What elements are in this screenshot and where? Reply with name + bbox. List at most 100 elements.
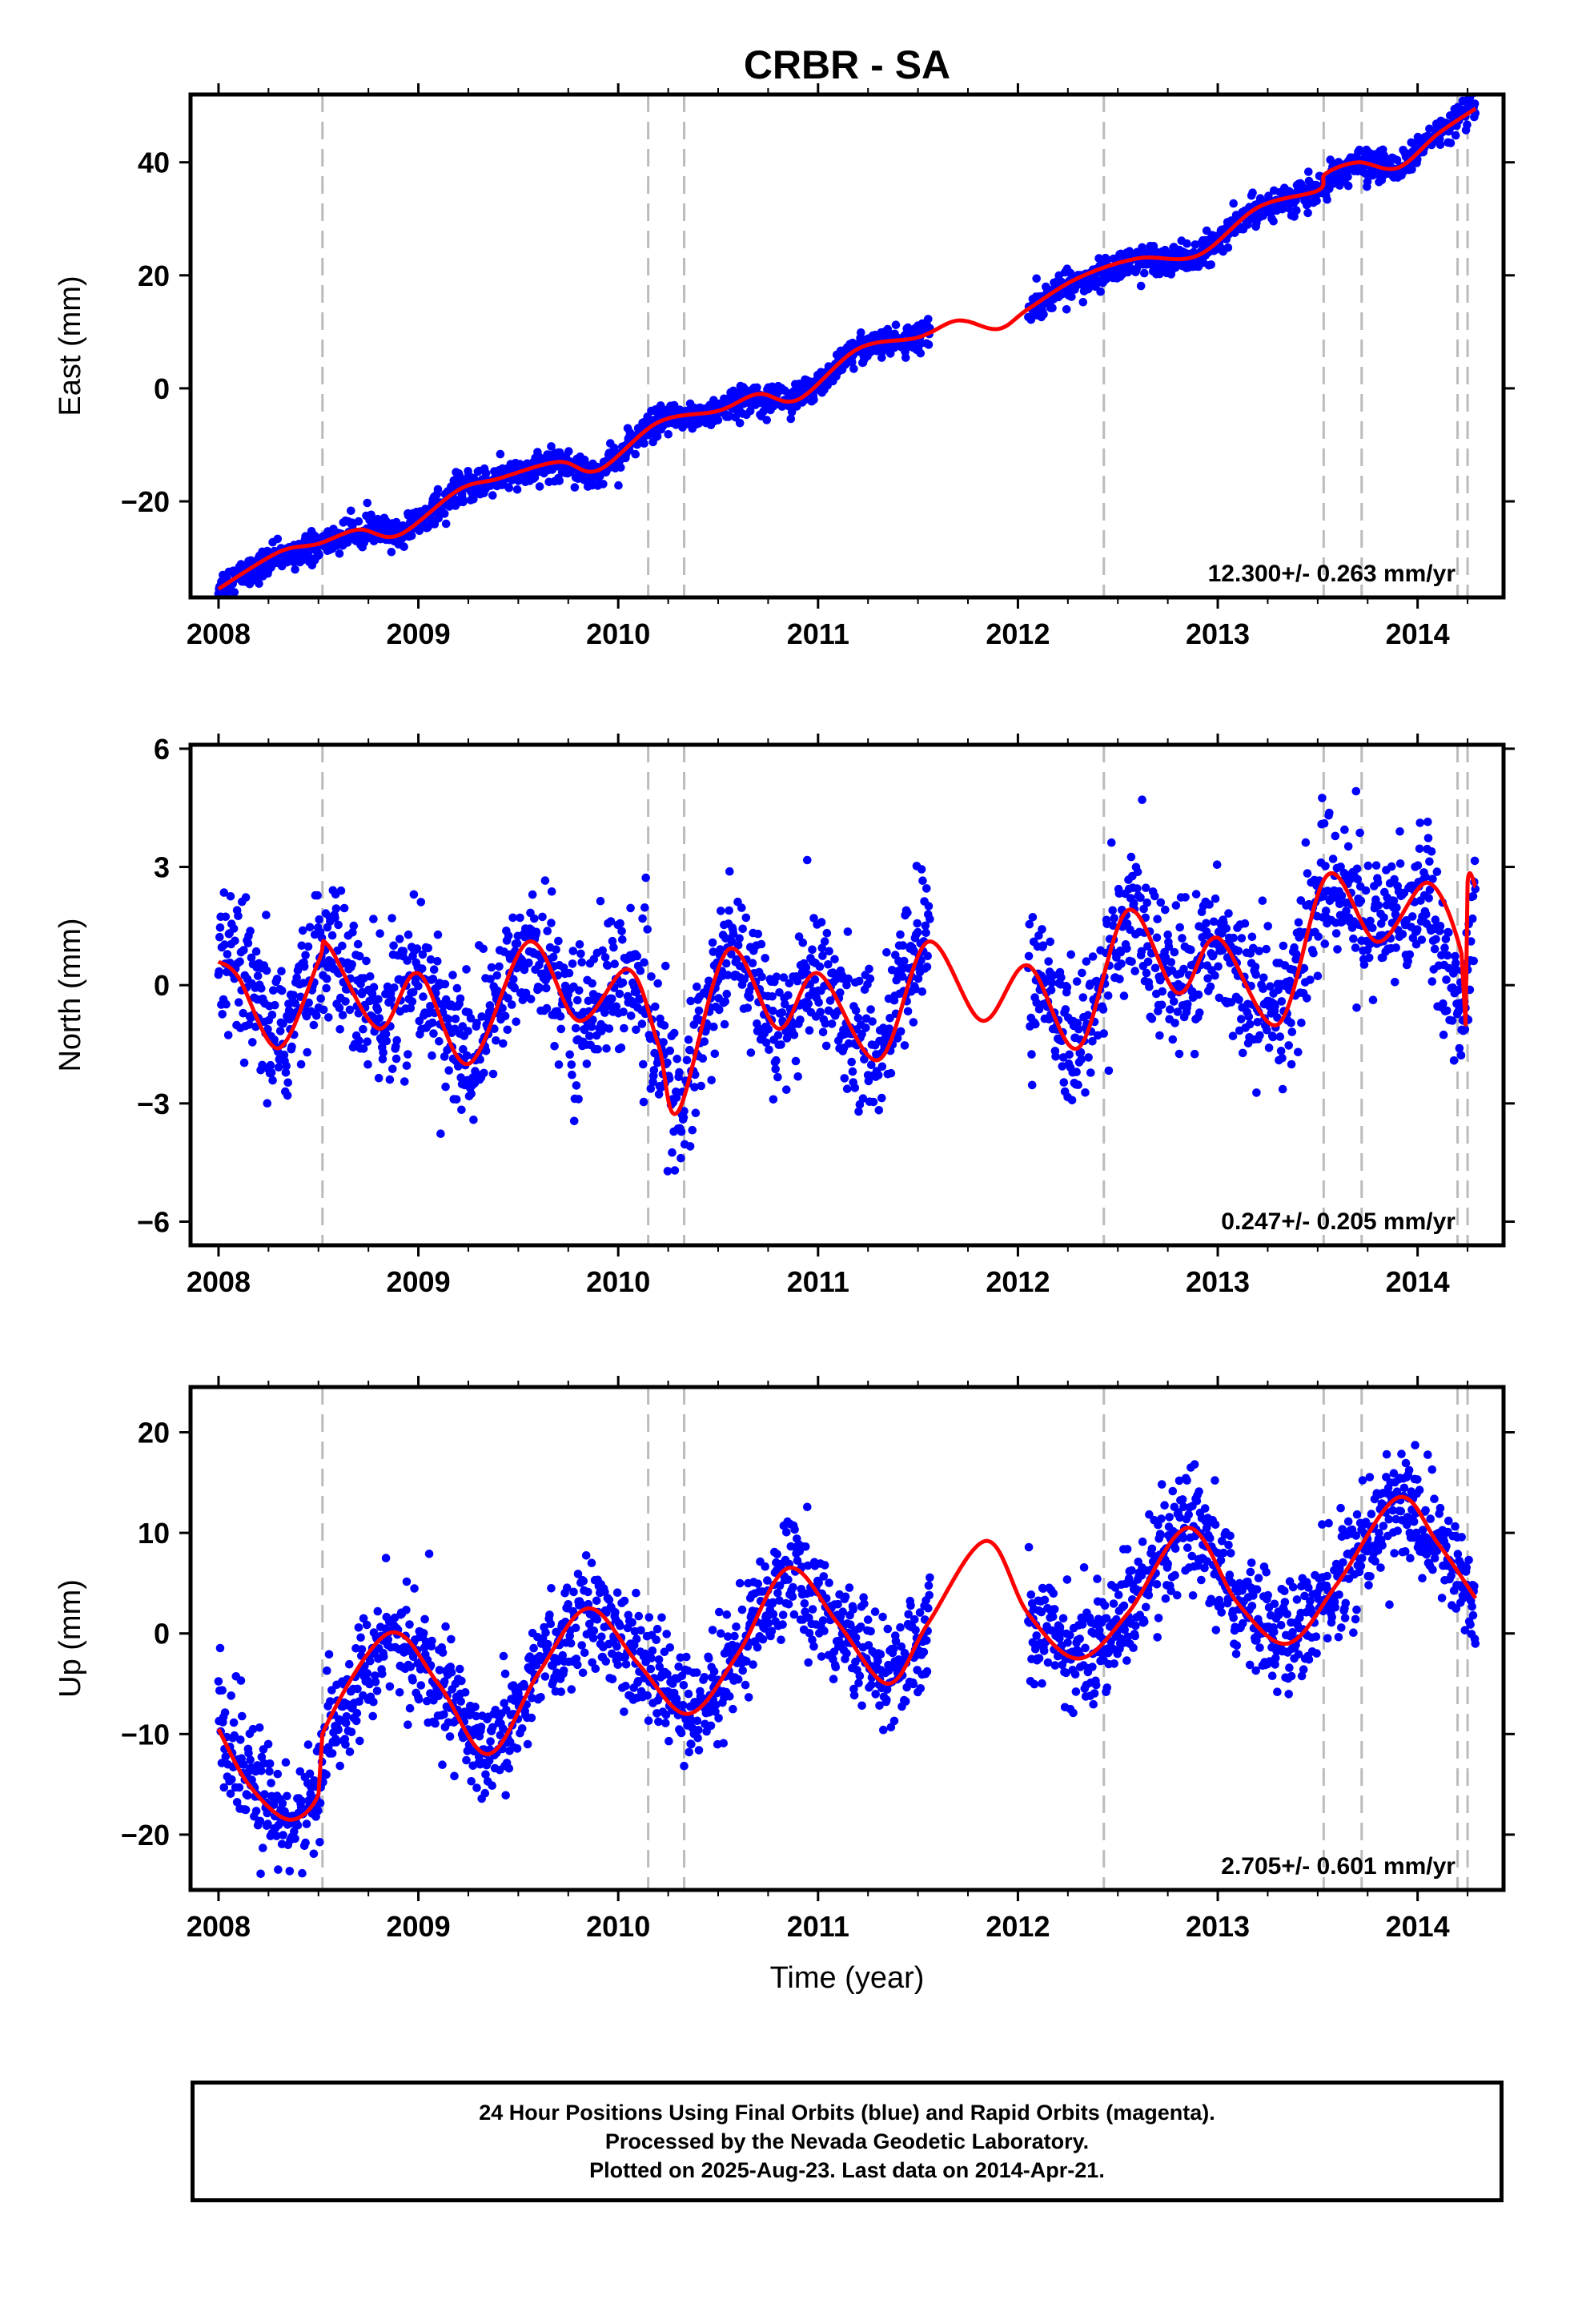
observation-point (309, 1020, 319, 1030)
observation-point (1067, 1096, 1077, 1105)
observation-point (441, 1082, 450, 1092)
observation-point (395, 1688, 404, 1697)
observation-point (705, 1654, 713, 1663)
observation-point (628, 1618, 636, 1627)
observation-point (428, 975, 438, 983)
observation-point (654, 1717, 663, 1727)
observation-point (598, 946, 607, 955)
observation-point (794, 932, 804, 941)
observation-point (702, 1727, 711, 1736)
observation-point (589, 1626, 599, 1635)
observation-point (297, 941, 307, 951)
observation-point (481, 1770, 490, 1779)
observation-point (1268, 1032, 1278, 1042)
observation-point (352, 1709, 362, 1718)
observation-point (1222, 924, 1231, 933)
observation-point (1413, 861, 1423, 870)
observation-point (444, 1015, 453, 1023)
observation-point (1110, 914, 1118, 923)
panel-east: 2008 2009 2010 2011 2012 2013 2014−2002040East… (54, 83, 1515, 650)
observation-point (1427, 847, 1436, 856)
observation-point (235, 957, 244, 966)
observation-point (1247, 932, 1257, 942)
observation-point (1442, 1006, 1452, 1015)
observation-point (271, 1000, 279, 1010)
observation-point (660, 1021, 669, 1030)
observation-point (1432, 867, 1442, 876)
observation-point (1173, 1007, 1182, 1016)
observation-point (1039, 310, 1048, 319)
observation-point (1363, 861, 1373, 870)
observation-point (1170, 1019, 1179, 1027)
observation-point (652, 1635, 661, 1644)
observation-point (487, 963, 496, 972)
observation-point (362, 956, 371, 966)
observation-point (612, 1002, 621, 1011)
observation-point (1356, 896, 1366, 906)
observation-point (1349, 934, 1358, 943)
observation-point (599, 480, 608, 489)
observation-point (1389, 896, 1399, 906)
observation-point (1366, 916, 1375, 926)
observation-point (771, 1064, 780, 1074)
observation-point (1314, 932, 1323, 941)
x-tick-label: 2013 (1186, 1265, 1250, 1298)
observation-point (789, 1031, 799, 1039)
x-tick-label: 2012 (986, 1265, 1050, 1298)
observation-point (223, 1031, 233, 1039)
observation-point (1447, 1016, 1457, 1025)
observation-point (1142, 883, 1150, 892)
observation-point (1407, 165, 1416, 174)
observation-point (1262, 944, 1271, 954)
rate-label: 0.247+/- 0.205 mm/yr (1221, 1208, 1456, 1235)
observation-point (554, 936, 563, 946)
observation-point (836, 988, 845, 997)
observation-point (1209, 951, 1218, 960)
observation-point (499, 1651, 508, 1661)
observation-point (1164, 942, 1174, 951)
observation-point (459, 1045, 468, 1054)
observation-point (803, 855, 812, 865)
observation-point (324, 1013, 333, 1022)
observation-point (269, 986, 278, 995)
observation-point (620, 1596, 629, 1606)
observation-point (673, 1055, 681, 1063)
observation-point (257, 984, 266, 993)
observation-point (1361, 886, 1371, 895)
observation-point (657, 1613, 666, 1622)
y-tick-label: 0 (154, 372, 170, 405)
observation-point (677, 1127, 686, 1136)
observation-point (1251, 970, 1260, 979)
observation-point (615, 989, 624, 999)
observation-point (379, 1048, 388, 1057)
observation-point (761, 954, 769, 963)
observation-point (424, 1550, 434, 1558)
observation-point (391, 1054, 401, 1063)
observation-point (1127, 957, 1136, 967)
observation-point (433, 485, 443, 494)
observation-point (1469, 956, 1478, 966)
observation-point (246, 1755, 255, 1764)
observation-point (262, 966, 271, 975)
observation-point (283, 1078, 293, 1088)
x-tick-label: 2012 (986, 617, 1050, 650)
observation-point (471, 1703, 480, 1711)
observation-point (1137, 947, 1146, 956)
observation-point (1245, 1019, 1255, 1029)
observation-point (258, 1060, 267, 1070)
observation-point (363, 1037, 372, 1046)
observation-point (588, 1634, 598, 1642)
observation-point (685, 1045, 694, 1055)
observation-point (1235, 995, 1243, 1004)
observation-point (753, 929, 763, 939)
x-tick-label: 2014 (1386, 1265, 1450, 1298)
panel-north: 2008 2009 2010 2011 2012 2013 2014−6−3036North… (54, 733, 1515, 1298)
observation-point (653, 979, 662, 988)
observation-point (1186, 945, 1195, 955)
observation-point (402, 1061, 412, 1070)
observation-point (662, 1630, 671, 1638)
observation-point (1032, 274, 1041, 283)
observation-point (492, 971, 502, 980)
observation-point (781, 999, 789, 1009)
observation-point (566, 1638, 576, 1648)
